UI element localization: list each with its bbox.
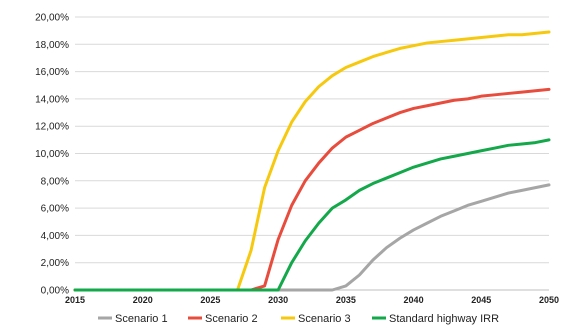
x-tick-label: 2025 [200, 295, 220, 305]
grid [75, 16, 549, 264]
legend-label: Standard highway IRR [389, 313, 499, 325]
x-tick-label: 2020 [133, 295, 153, 305]
legend: Scenario 1 Scenario 2 Scenario 3 Standard h… [98, 313, 499, 325]
y-tick-label: 10,00% [35, 149, 69, 160]
y-tick-label: 0,00% [41, 286, 69, 297]
x-tick-label: 2045 [471, 295, 491, 305]
x-tick-label: 2035 [336, 295, 356, 305]
legend-item: Scenario 1 [98, 313, 168, 325]
legend-item: Standard highway IRR [372, 313, 499, 325]
y-tick-label: 6,00% [41, 204, 69, 215]
legend-item: Scenario 2 [188, 313, 258, 325]
legend-item: Scenario 3 [281, 313, 351, 325]
y-tick-label: 12,00% [35, 122, 69, 133]
legend-label: Scenario 2 [205, 313, 258, 325]
series-lines [73, 30, 551, 292]
x-axis: 2015 2020 2025 2030 2035 2040 2045 2050 [65, 289, 559, 305]
legend-label: Scenario 1 [115, 313, 168, 325]
series-line-standard-highway-irr [73, 138, 551, 292]
x-tick-label: 2030 [268, 295, 288, 305]
y-tick-label: 8,00% [41, 176, 69, 187]
x-tick-label: 2040 [404, 295, 424, 305]
y-tick-label: 4,00% [41, 231, 69, 242]
y-tick-label: 18,00% [35, 40, 69, 51]
y-tick-label: 16,00% [35, 67, 69, 78]
series-line-scenario-2 [73, 87, 551, 292]
y-tick-label: 2,00% [41, 258, 69, 269]
legend-label: Scenario 3 [298, 313, 351, 325]
x-tick-label: 2050 [539, 295, 559, 305]
y-tick-label: 14,00% [35, 94, 69, 105]
x-tick-label: 2015 [65, 295, 85, 305]
series-line-scenario-1 [73, 183, 551, 292]
y-tick-label: 20,00% [35, 13, 69, 24]
y-axis: 0,00% 2,00% 4,00% 6,00% 8,00% 10,00% 12,00% 14,… [35, 13, 69, 297]
series-line-scenario-3 [73, 30, 551, 292]
